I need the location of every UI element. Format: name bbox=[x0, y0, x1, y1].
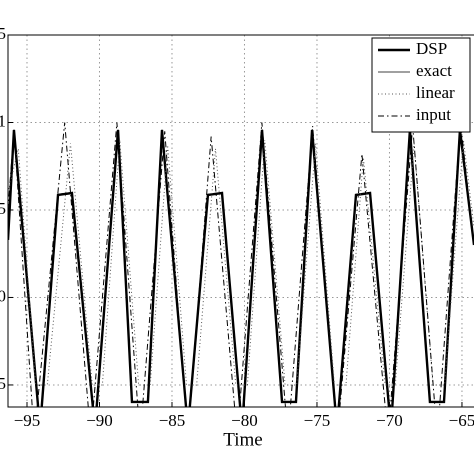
y-tick-label: 0 bbox=[0, 286, 6, 305]
x-tick-label: −85 bbox=[159, 411, 186, 430]
x-tick-label: −80 bbox=[231, 411, 258, 430]
legend-label: linear bbox=[416, 83, 455, 102]
x-axis-label: Time bbox=[223, 429, 262, 450]
legend-label: input bbox=[416, 105, 451, 124]
y-tick-label: 0.5 bbox=[0, 199, 6, 218]
y-tick-label: -0.5 bbox=[0, 374, 6, 393]
plot-frame bbox=[7, 34, 474, 408]
plot-lines bbox=[8, 122, 474, 407]
x-tick-label: −90 bbox=[86, 411, 113, 430]
grid: −95 −90 −85 −80 −75 −70 −65 -0.5 0 0.5 1 1.5 bbox=[0, 24, 474, 430]
x-tick-label: −70 bbox=[376, 411, 403, 430]
x-tick-label: −75 bbox=[304, 411, 331, 430]
legend-box bbox=[371, 37, 471, 133]
series-line bbox=[8, 122, 474, 407]
y-tick-label: 1 bbox=[0, 111, 6, 130]
x-tick-label: −65 bbox=[449, 411, 474, 430]
legend: DSP exact linear input bbox=[371, 37, 471, 133]
legend-label: DSP bbox=[416, 39, 447, 58]
series-line bbox=[8, 129, 474, 407]
legend-label: exact bbox=[416, 61, 452, 80]
x-tick-label: −95 bbox=[14, 411, 41, 430]
y-tick-label: 1.5 bbox=[0, 24, 6, 43]
